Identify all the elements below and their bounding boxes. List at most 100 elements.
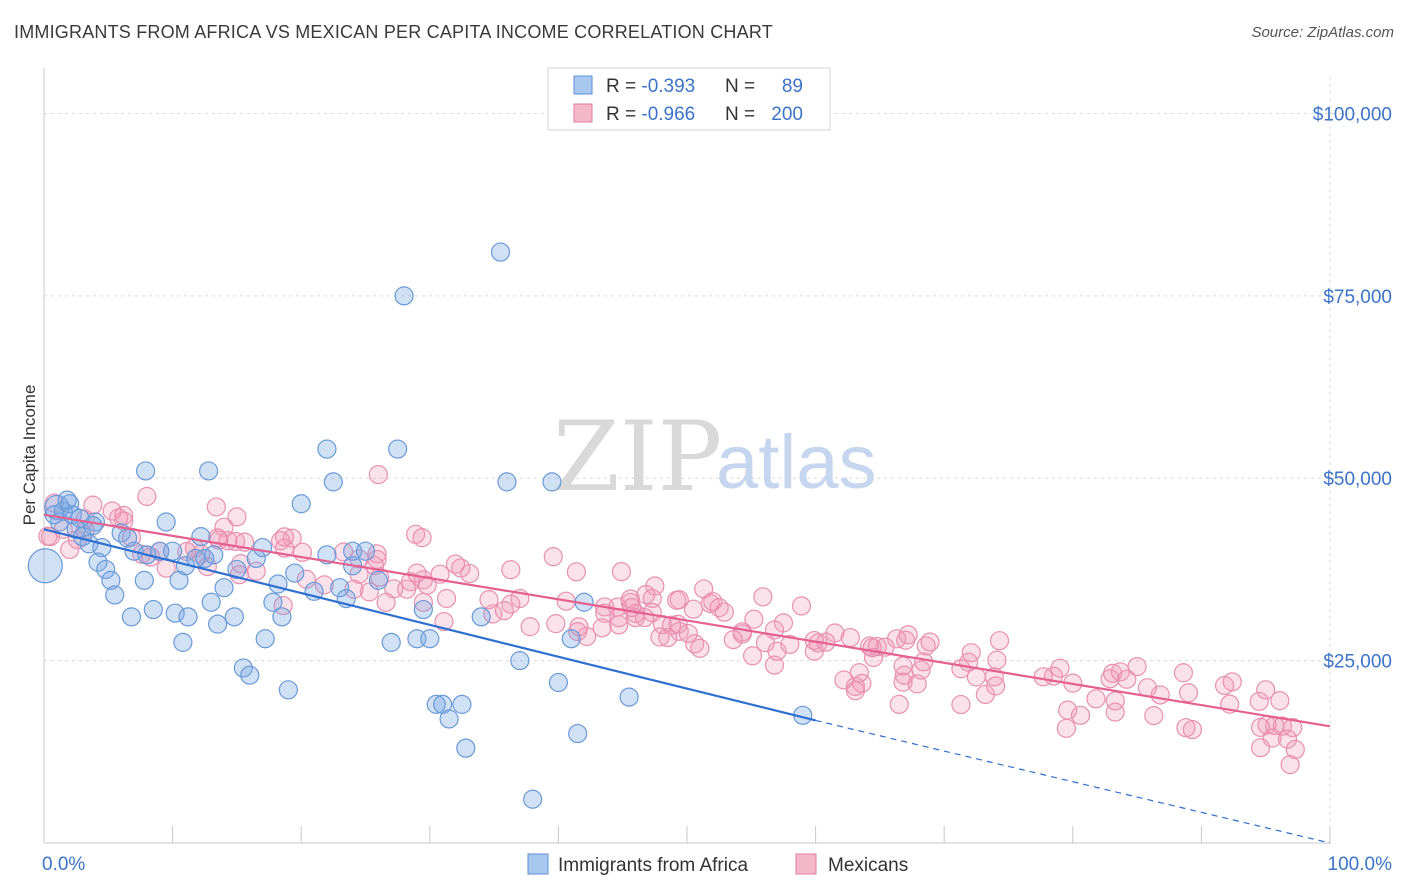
mexicans-point-187 bbox=[669, 590, 689, 610]
legend-r-value-1: -0.393 bbox=[641, 76, 695, 97]
svg-text:R = -0.966: R = -0.966 bbox=[606, 104, 695, 125]
y-axis-label: Per Capita Income bbox=[20, 385, 39, 526]
mexicans-point-192 bbox=[714, 602, 734, 622]
africa-point-57 bbox=[317, 545, 337, 565]
mexicans-point-73 bbox=[543, 547, 563, 567]
mexicans-point-179 bbox=[1250, 717, 1271, 737]
mexicans-point-167 bbox=[1144, 706, 1164, 726]
mexicans-point-171 bbox=[780, 634, 800, 655]
africa-point-45 bbox=[233, 658, 253, 678]
africa-point-32 bbox=[165, 603, 185, 623]
mexicans-point-105 bbox=[1270, 691, 1290, 711]
mexicans-point-146 bbox=[1283, 717, 1303, 738]
africa-point-69 bbox=[388, 439, 408, 459]
mexicans-points bbox=[38, 464, 1305, 775]
mexicans-point-174 bbox=[849, 663, 869, 683]
africa-point-46 bbox=[240, 665, 260, 685]
mexicans-point-115 bbox=[889, 694, 909, 714]
africa-point-14 bbox=[83, 516, 103, 536]
africa-point-38 bbox=[201, 592, 221, 612]
mexicans-point-150 bbox=[661, 615, 682, 635]
legend-r-value-2: -0.966 bbox=[641, 104, 695, 125]
mexicans-point-131 bbox=[102, 501, 122, 521]
mexicans-point-177 bbox=[1280, 755, 1300, 775]
mexicans-point-132 bbox=[658, 628, 678, 648]
legend-n-value-1: 89 bbox=[782, 76, 803, 97]
mexicans-point-176 bbox=[987, 650, 1007, 670]
africa-point-24 bbox=[143, 599, 163, 620]
grid-lines bbox=[44, 77, 1395, 843]
mexicans-point-198 bbox=[989, 631, 1010, 651]
mexicans-point-67 bbox=[1214, 675, 1235, 696]
mexicans-point-175 bbox=[683, 599, 704, 619]
mexicans-point-185 bbox=[407, 563, 427, 583]
bottom-legend-swatch-mexicans bbox=[795, 853, 817, 875]
africa-point-71 bbox=[426, 694, 446, 714]
mexicans-point-147 bbox=[1050, 658, 1070, 678]
mexicans-point-199 bbox=[609, 615, 629, 635]
mexicans-point-133 bbox=[520, 617, 540, 637]
mexicans-point-108 bbox=[274, 527, 295, 547]
stats-legend: R = -0.393 N = 89 R = -0.966 N = 200 bbox=[547, 67, 831, 131]
mexicans-trend-line bbox=[43, 513, 1331, 728]
africa-point-11 bbox=[57, 490, 77, 510]
mexicans-point-44 bbox=[753, 587, 773, 607]
mexicans-point-65 bbox=[227, 507, 247, 527]
mexicans-point-32 bbox=[1056, 718, 1076, 738]
africa-point-39 bbox=[208, 614, 228, 634]
mexicans-point-120 bbox=[1249, 691, 1269, 711]
watermark-zip: ZIP bbox=[553, 401, 722, 513]
africa-point-0 bbox=[27, 548, 63, 584]
mexicans-point-151 bbox=[986, 676, 1006, 696]
axes bbox=[43, 68, 1331, 844]
africa-point-49 bbox=[255, 629, 275, 649]
mexicans-point-130 bbox=[1110, 662, 1130, 682]
africa-point-88 bbox=[368, 570, 388, 590]
africa-trend-line bbox=[43, 528, 816, 722]
bottom-legend-label-africa: Immigrants from Africa bbox=[558, 855, 748, 876]
mexicans-point-143 bbox=[791, 596, 812, 616]
africa-point-80 bbox=[542, 472, 562, 492]
mexicans-point-190 bbox=[723, 630, 743, 650]
africa-point-79 bbox=[523, 789, 543, 809]
mexicans-point-5 bbox=[282, 528, 302, 548]
mexicans-point-149 bbox=[206, 497, 226, 517]
mexicans-point-128 bbox=[501, 560, 521, 580]
mexicans-point-145 bbox=[1285, 739, 1305, 760]
mexicans-point-97 bbox=[840, 628, 860, 648]
africa-point-59 bbox=[330, 578, 350, 598]
x-tick-labels: 0.0% 100.0% bbox=[42, 854, 1392, 875]
mexicans-point-3 bbox=[893, 672, 913, 692]
mexicans-point-89 bbox=[60, 539, 80, 560]
y-tick-label-0: $25,000 bbox=[1323, 652, 1392, 673]
africa-point-44 bbox=[227, 559, 247, 580]
mexicans-point-75 bbox=[1176, 718, 1196, 738]
x-tick-label-1: 100.0% bbox=[1328, 854, 1393, 875]
watermark-atlas: atlas bbox=[716, 420, 877, 505]
africa-point-87 bbox=[471, 607, 491, 627]
mexicans-point-169 bbox=[1033, 667, 1053, 687]
mexicans-point-50 bbox=[314, 575, 334, 595]
mexicans-point-119 bbox=[83, 495, 103, 515]
africa-point-70 bbox=[420, 629, 440, 649]
africa-point-51 bbox=[268, 574, 288, 594]
africa-point-66 bbox=[413, 599, 433, 620]
africa-point-21 bbox=[105, 585, 125, 605]
africa-point-53 bbox=[278, 680, 298, 700]
africa-point-33 bbox=[173, 632, 193, 652]
watermark: ZIP atlas bbox=[553, 401, 877, 513]
africa-points bbox=[27, 242, 813, 809]
africa-point-76 bbox=[490, 242, 511, 262]
africa-point-55 bbox=[291, 494, 311, 514]
mexicans-point-38 bbox=[296, 569, 316, 589]
legend-r-label-1: R = bbox=[606, 76, 641, 97]
mexicans-point-112 bbox=[367, 544, 387, 564]
mexicans-point-193 bbox=[592, 618, 612, 638]
mexicans-point-64 bbox=[1070, 705, 1091, 725]
africa-point-85 bbox=[619, 687, 639, 707]
mexicans-point-126 bbox=[1250, 738, 1271, 758]
y-tick-labels: $25,000 $50,000 $75,000 $100,000 bbox=[1313, 104, 1392, 672]
mexicans-point-196 bbox=[1105, 691, 1125, 711]
africa-point-77 bbox=[497, 472, 517, 492]
